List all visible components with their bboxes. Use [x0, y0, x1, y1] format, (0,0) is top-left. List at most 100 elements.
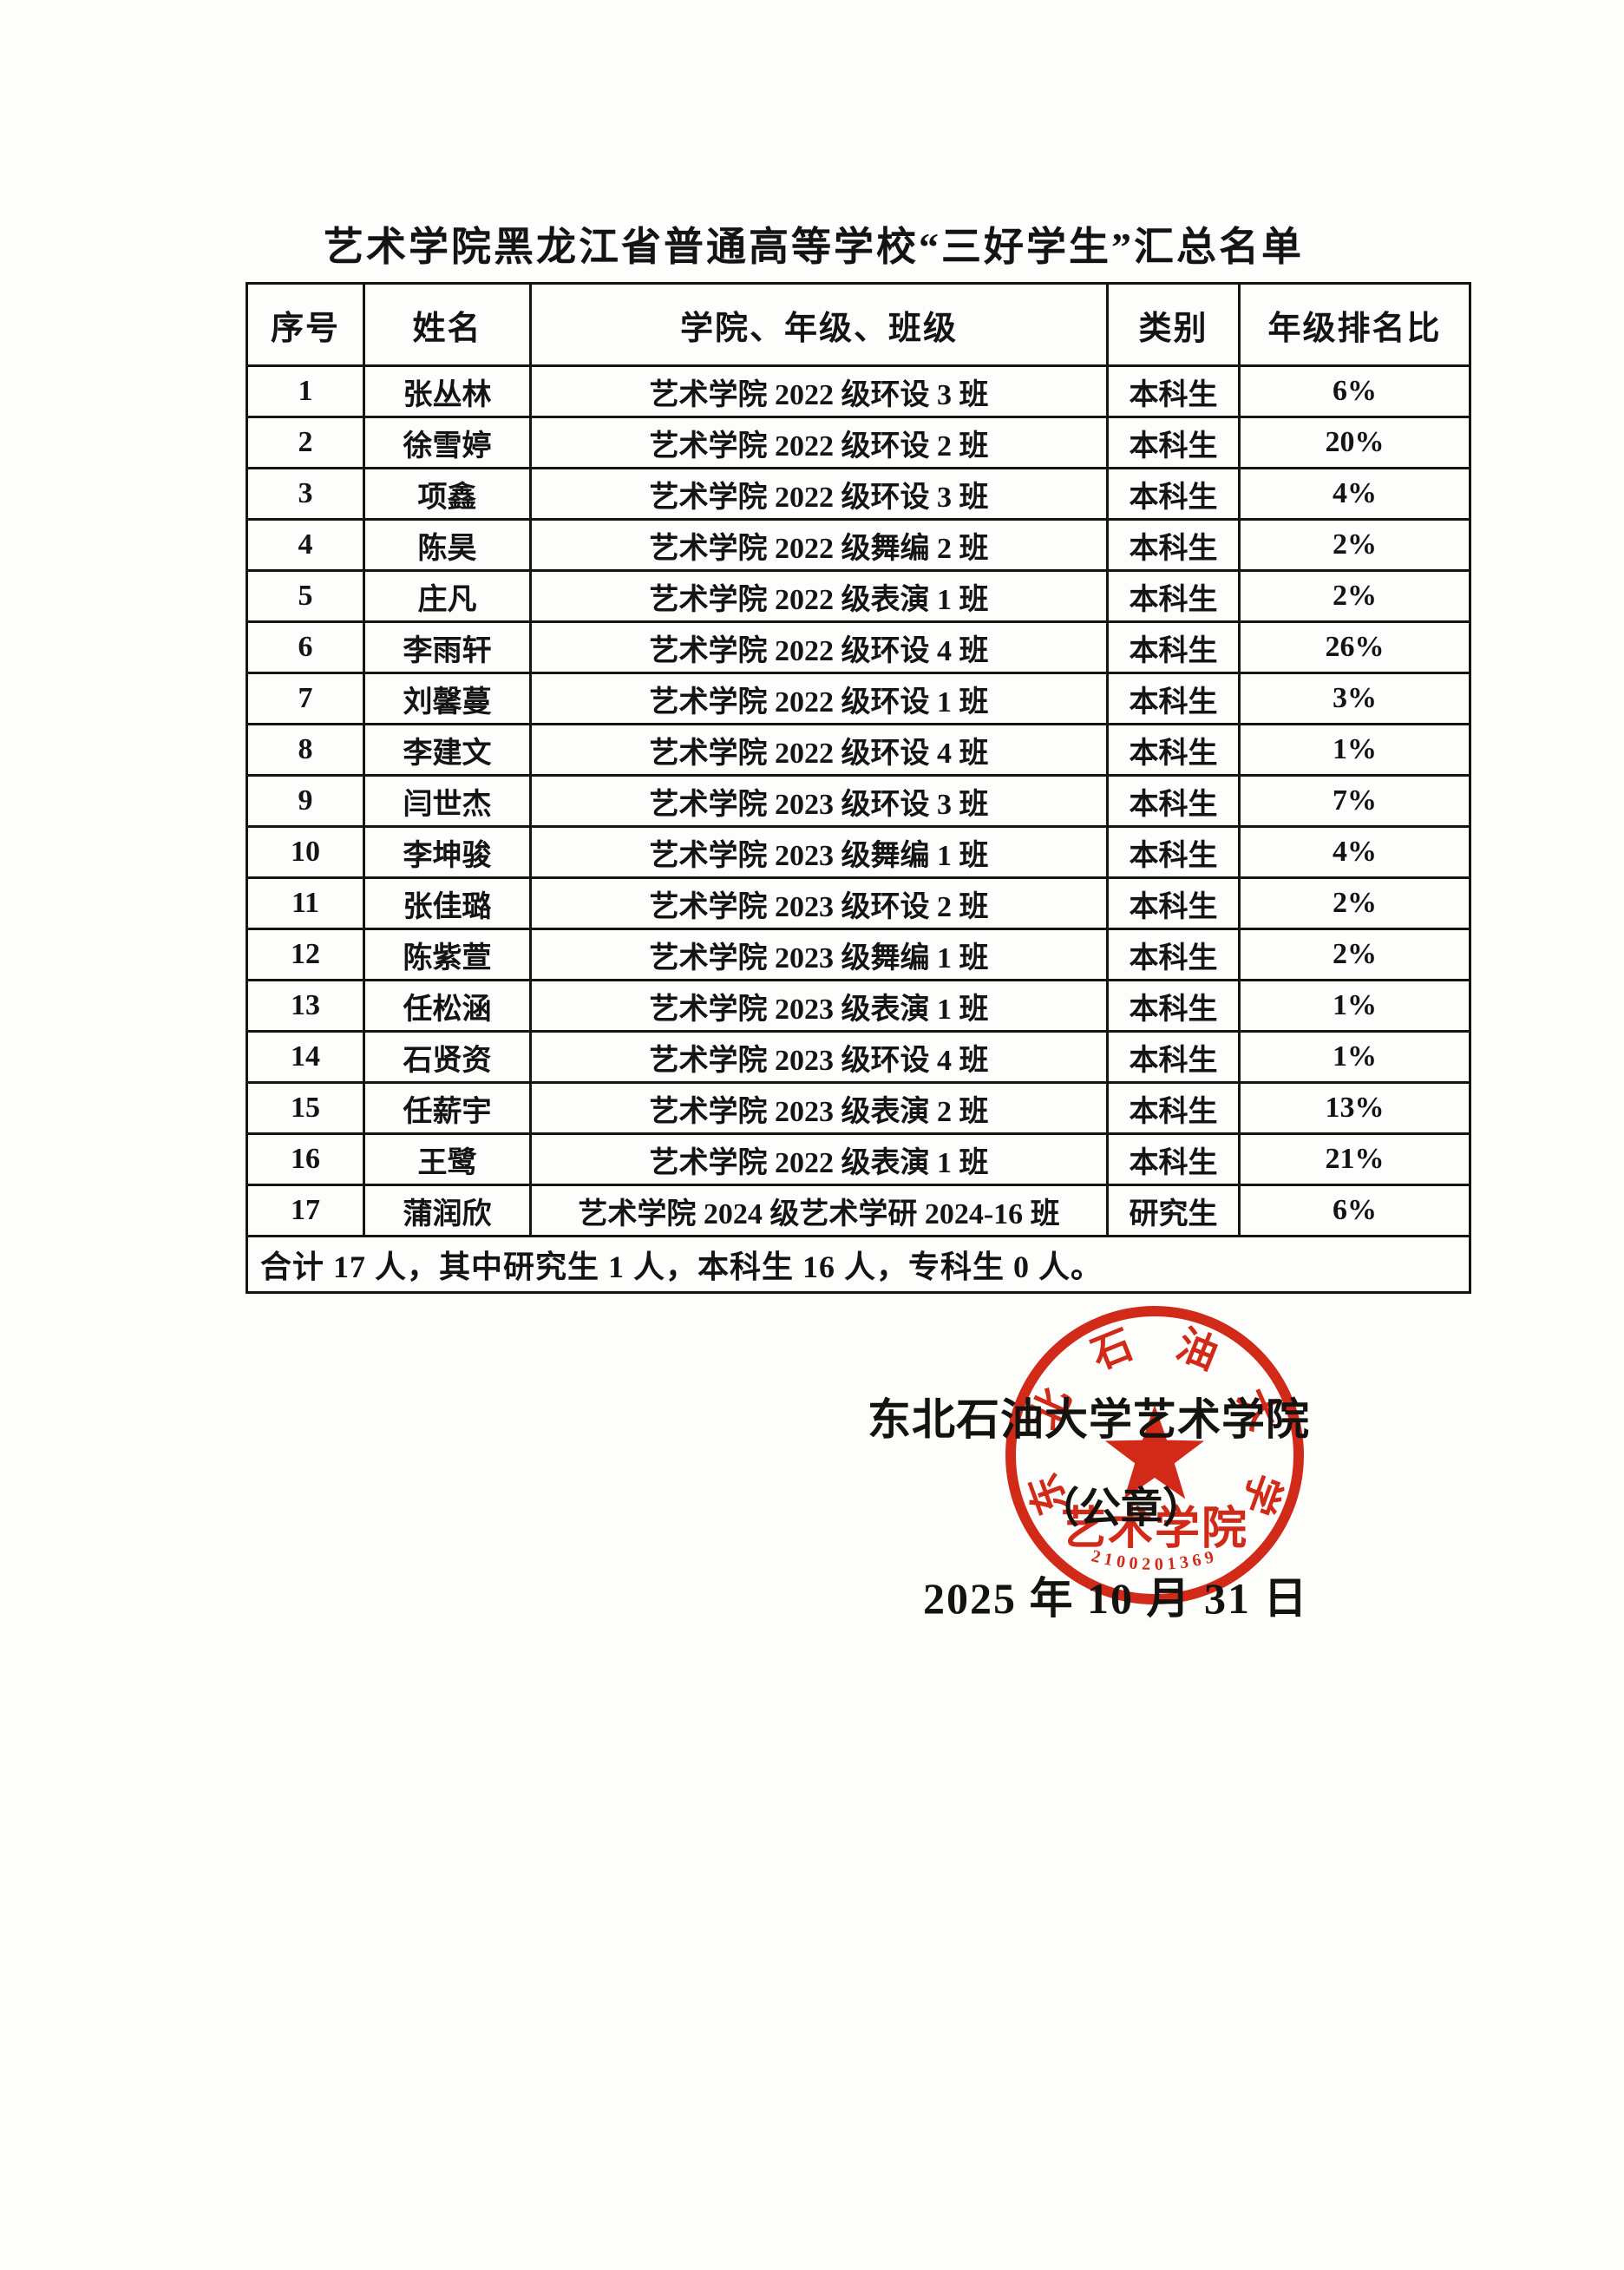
cell-college-grade-class: 艺术学院 2022 级环设 4 班: [529, 723, 1109, 777]
cell-serial-number: 4: [246, 518, 365, 572]
cell-category: 本科生: [1106, 672, 1241, 725]
table-row: 14 石贤资 艺术学院 2023 级环设 4 班本科生 1%: [246, 1030, 1471, 1084]
header-name: 姓名: [363, 282, 532, 367]
cell-category: 本科生: [1106, 876, 1241, 930]
cell-grade-ranking-ratio: 6%: [1238, 1184, 1471, 1237]
cell-college-grade-class: 艺术学院 2022 级环设 3 班: [529, 364, 1109, 418]
cell-grade-ranking-ratio: 2%: [1238, 876, 1471, 930]
cell-college-grade-class: 艺术学院 2022 级环设 2 班: [529, 416, 1109, 469]
cell-name: 陈昊: [363, 518, 532, 572]
cell-college-grade-class: 艺术学院 2022 级表演 1 班: [529, 1132, 1109, 1186]
cell-serial-number: 12: [246, 928, 365, 981]
seal-ring: [1005, 1306, 1304, 1604]
cell-category: 本科生: [1106, 569, 1241, 623]
table-row: 8 李建文 艺术学院 2022 级环设 4 班本科生 1%: [246, 723, 1471, 777]
cell-category: 研究生: [1106, 1184, 1241, 1237]
cell-college-grade-class: 艺术学院 2022 级环设 4 班: [529, 620, 1109, 674]
seal-graphic: 东 北 石 油 大 学 艺术学院 2100201369: [1005, 1306, 1304, 1604]
cell-serial-number: 7: [246, 672, 365, 725]
table-row: 1 张丛林 艺术学院 2022 级环设 3 班本科生 6%: [246, 364, 1471, 418]
header-row: 序号 姓名 学院、年级、班级 类别 年级排名比: [246, 282, 1471, 367]
cell-name: 张丛林: [363, 364, 532, 418]
cell-category: 本科生: [1106, 1132, 1241, 1186]
cell-name: 李建文: [363, 723, 532, 777]
cell-college-grade-class: 艺术学院 2023 级表演 1 班: [529, 979, 1109, 1033]
table-row: 5 庄凡 艺术学院 2022 级表演 1 班本科生 2%: [246, 569, 1471, 623]
table-row: 3 项鑫 艺术学院 2022 级环设 3 班本科生 4%: [246, 467, 1471, 521]
cell-grade-ranking-ratio: 2%: [1238, 569, 1471, 623]
cell-name: 任松涵: [363, 979, 532, 1033]
cell-grade-ranking-ratio: 26%: [1238, 620, 1471, 674]
signature-date: 2025 年 10 月 31 日: [923, 1574, 1309, 1623]
cell-name: 徐雪婷: [363, 416, 532, 469]
table-row: 4 陈昊 艺术学院 2022 级舞编 2 班本科生 2%: [246, 518, 1471, 572]
cell-college-grade-class: 艺术学院 2023 级舞编 1 班: [529, 928, 1109, 981]
cell-category: 本科生: [1106, 620, 1241, 674]
cell-college-grade-class: 艺术学院 2023 级舞编 1 班: [529, 825, 1109, 879]
cell-serial-number: 10: [246, 825, 365, 879]
cell-grade-ranking-ratio: 21%: [1238, 1132, 1471, 1186]
cell-category: 本科生: [1106, 928, 1241, 981]
summary-row: 合计 17 人，其中研究生 1 人，本科生 16 人，专科生 0 人。: [246, 1235, 1471, 1294]
cell-serial-number: 5: [246, 569, 365, 623]
cell-serial-number: 6: [246, 620, 365, 674]
signing-organization: 东北石油大学艺术学院: [868, 1395, 1310, 1444]
cell-serial-number: 9: [246, 774, 365, 828]
cell-serial-number: 8: [246, 723, 365, 777]
cell-grade-ranking-ratio: 4%: [1238, 825, 1471, 879]
cell-category: 本科生: [1106, 364, 1241, 418]
cell-grade-ranking-ratio: 2%: [1238, 518, 1471, 572]
cell-category: 本科生: [1106, 1030, 1241, 1084]
cell-grade-ranking-ratio: 3%: [1238, 672, 1471, 725]
cell-grade-ranking-ratio: 1%: [1238, 979, 1471, 1033]
table-row: 12 陈紫萱 艺术学院 2023 级舞编 1 班本科生 2%: [246, 928, 1471, 981]
table-row: 15 任薪宇 艺术学院 2023 级表演 2 班本科生 13%: [246, 1081, 1471, 1135]
cell-name: 闫世杰: [363, 774, 532, 828]
cell-category: 本科生: [1106, 1081, 1241, 1135]
official-seal: 东 北 石 油 大 学 艺术学院 2100201369: [990, 1290, 1328, 1629]
official-seal-note: （公章）: [1038, 1486, 1205, 1532]
cell-name: 石贤资: [363, 1030, 532, 1084]
cell-serial-number: 11: [246, 876, 365, 930]
cell-college-grade-class: 艺术学院 2023 级环设 4 班: [529, 1030, 1109, 1084]
cell-name: 王鹭: [363, 1132, 532, 1186]
cell-grade-ranking-ratio: 4%: [1238, 467, 1471, 521]
cell-grade-ranking-ratio: 2%: [1238, 928, 1471, 981]
cell-name: 张佳璐: [363, 876, 532, 930]
seal-star-icon: [1104, 1405, 1205, 1499]
cell-college-grade-class: 艺术学院 2022 级表演 1 班: [529, 569, 1109, 623]
cell-grade-ranking-ratio: 1%: [1238, 723, 1471, 777]
cell-serial-number: 1: [246, 364, 365, 418]
cell-college-grade-class: 艺术学院 2023 级表演 2 班: [529, 1081, 1109, 1135]
cell-name: 蒲润欣: [363, 1184, 532, 1237]
page-title: 艺术学院黑龙江省普通高等学校“三好学生”汇总名单: [324, 225, 1304, 269]
cell-college-grade-class: 艺术学院 2022 级环设 3 班: [529, 467, 1109, 521]
cell-serial-number: 2: [246, 416, 365, 469]
cell-category: 本科生: [1106, 723, 1241, 777]
header-grade-ranking-ratio: 年级排名比: [1238, 282, 1471, 367]
cell-grade-ranking-ratio: 7%: [1238, 774, 1471, 828]
cell-name: 李坤骏: [363, 825, 532, 879]
table-row: 6 李雨轩 艺术学院 2022 级环设 4 班本科生 26%: [246, 620, 1471, 674]
table-row: 13 任松涵 艺术学院 2023 级表演 1 班本科生 1%: [246, 979, 1471, 1033]
cell-college-grade-class: 艺术学院 2022 级舞编 2 班: [529, 518, 1109, 572]
cell-college-grade-class: 艺术学院 2023 级环设 3 班: [529, 774, 1109, 828]
header-category: 类别: [1106, 282, 1241, 367]
cell-serial-number: 16: [246, 1132, 365, 1186]
cell-name: 庄凡: [363, 569, 532, 623]
cell-college-grade-class: 艺术学院 2023 级环设 2 班: [529, 876, 1109, 930]
table-row: 9 闫世杰 艺术学院 2023 级环设 3 班本科生 7%: [246, 774, 1471, 828]
cell-name: 任薪宇: [363, 1081, 532, 1135]
cell-name: 李雨轩: [363, 620, 532, 674]
table-row: 10 李坤骏 艺术学院 2023 级舞编 1 班本科生 4%: [246, 825, 1471, 879]
cell-college-grade-class: 艺术学院 2024 级艺术学研 2024-16 班: [529, 1184, 1109, 1237]
table-row: 11 张佳璐 艺术学院 2023 级环设 2 班本科生 2%: [246, 876, 1471, 930]
cell-grade-ranking-ratio: 6%: [1238, 364, 1471, 418]
cell-grade-ranking-ratio: 13%: [1238, 1081, 1471, 1135]
table-row: 16 王鹭 艺术学院 2022 级表演 1 班本科生 21%: [246, 1132, 1471, 1186]
table-row: 17 蒲润欣 艺术学院 2024 级艺术学研 2024-16 班研究生 6%: [246, 1184, 1471, 1237]
cell-serial-number: 13: [246, 979, 365, 1033]
cell-category: 本科生: [1106, 774, 1241, 828]
table-row: 7 刘馨蔓 艺术学院 2022 级环设 1 班本科生 3%: [246, 672, 1471, 725]
cell-name: 刘馨蔓: [363, 672, 532, 725]
